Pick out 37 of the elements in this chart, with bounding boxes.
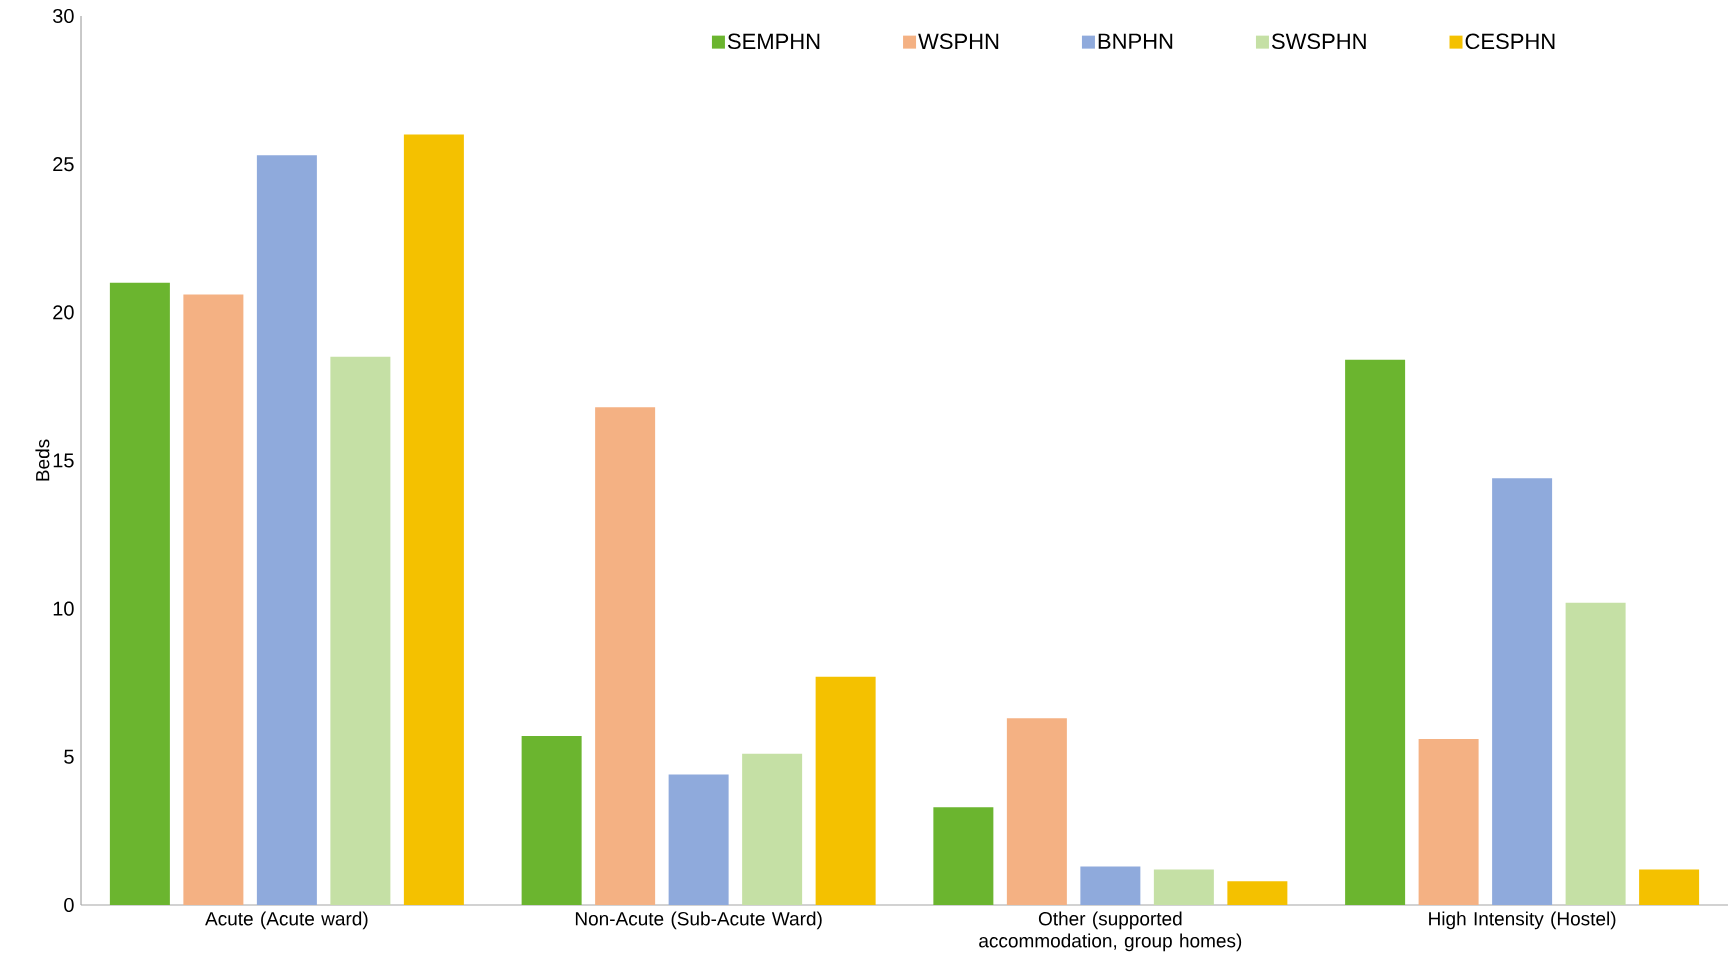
bar <box>256 155 317 905</box>
x-tick-label: Non-Acute (Sub-Acute Ward) <box>575 911 822 930</box>
bar <box>1227 881 1288 905</box>
bar <box>521 736 582 905</box>
bar <box>1492 478 1553 905</box>
legend-label: WSPHN <box>918 33 999 50</box>
bar <box>1565 602 1626 905</box>
bar <box>742 753 803 905</box>
y-tick-label: 25 <box>53 157 74 172</box>
x-tick-label: High Intensity (Hostel) <box>1429 911 1616 930</box>
y-tick-label: 10 <box>53 601 74 616</box>
y-tick-label: 30 <box>53 8 74 24</box>
legend-label: SEMPHN <box>727 33 820 50</box>
bar <box>330 356 391 905</box>
y-tick-label: 0 <box>64 897 74 913</box>
bar <box>1153 869 1214 905</box>
legend-label: SWSPHN <box>1271 33 1366 50</box>
y-tick-label: 5 <box>64 749 74 764</box>
bar <box>109 282 170 905</box>
y-tick-label: 15 <box>53 453 74 468</box>
bar <box>815 676 876 905</box>
x-tick-label: Other (supported accommodation, group homes) <box>979 911 1242 952</box>
legend-label: BNPHN <box>1098 33 1173 49</box>
legend-label: CESPHN <box>1465 33 1555 50</box>
bar <box>933 807 994 905</box>
bar <box>1080 866 1141 905</box>
bar <box>1006 718 1067 905</box>
bar <box>1639 869 1700 905</box>
bar <box>1345 359 1406 905</box>
bar <box>403 134 464 905</box>
y-axis-title: Beds <box>35 439 50 481</box>
bar <box>595 407 656 905</box>
y-tick-label: 20 <box>53 305 74 320</box>
bar <box>1418 739 1479 905</box>
bar <box>668 774 729 905</box>
bar <box>183 294 244 905</box>
x-tick-label: Acute (Acute ward) <box>205 911 368 930</box>
